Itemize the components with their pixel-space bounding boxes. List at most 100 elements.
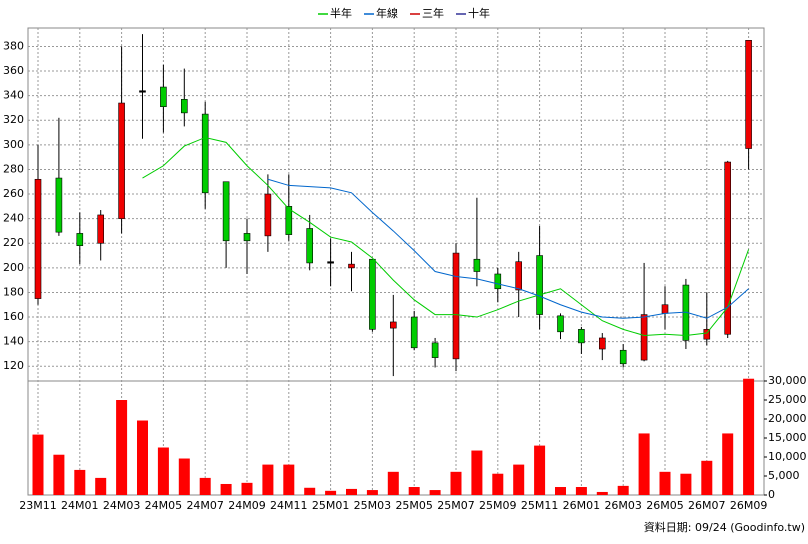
candle-body (139, 90, 146, 93)
candle-body (494, 273, 502, 290)
candle-body (724, 161, 732, 335)
volume-bar (53, 454, 65, 495)
y-tick-label: 160 (3, 310, 24, 323)
candle-body (557, 315, 564, 333)
volume-bar (617, 485, 629, 495)
legend-label: 三年 (422, 6, 444, 20)
volume-bar (32, 434, 44, 495)
volume-bar (596, 491, 608, 495)
volume-bar (408, 487, 420, 495)
candle-body (640, 314, 648, 361)
volume-tick-label: 30,000 (768, 374, 807, 387)
volume-bar (513, 464, 525, 495)
y-tick-label: 380 (3, 39, 24, 52)
y-tick-label: 320 (3, 113, 24, 126)
candle-body (76, 233, 84, 247)
candle-body (160, 86, 167, 108)
x-tick-label: 24M09 (228, 499, 266, 512)
candle-body (181, 99, 188, 114)
volume-bar (116, 400, 128, 495)
y-tick-label: 360 (3, 64, 24, 77)
candle-body (473, 258, 481, 272)
candle-body (201, 113, 209, 194)
candle-body (745, 39, 752, 149)
y-tick-label: 120 (3, 359, 24, 372)
x-tick-label: 25M01 (312, 499, 350, 512)
volume-bar (325, 490, 337, 495)
candle-body (348, 263, 355, 269)
candle-body (536, 255, 543, 315)
candle-body (389, 321, 397, 329)
volume-bar (575, 487, 587, 495)
volume-tick-label: 5,000 (768, 469, 800, 482)
candle-body (578, 329, 585, 344)
volume-bar (429, 490, 441, 495)
candle-body (264, 193, 272, 237)
volume-bar (283, 464, 295, 495)
candle-body (34, 178, 42, 299)
volume-tick-label: 25,000 (768, 393, 807, 406)
candle-body (661, 304, 669, 314)
candle-body (306, 228, 314, 264)
x-tick-label: 25M11 (521, 499, 559, 512)
candle-body (703, 329, 711, 340)
candle-body (327, 261, 334, 264)
volume-bar (220, 483, 232, 495)
y-tick-label: 280 (3, 162, 24, 175)
volume-tick-label: 10,000 (768, 450, 807, 463)
volume-bar (534, 445, 546, 495)
volume-tick-label: 15,000 (768, 431, 807, 444)
x-tick-label: 26M01 (563, 499, 601, 512)
volume-bar (74, 469, 86, 495)
x-tick-label: 26M09 (730, 499, 768, 512)
x-tick-label: 26M05 (646, 499, 684, 512)
candle-body (97, 214, 104, 244)
volume-bar (199, 477, 211, 495)
volume-bar (95, 477, 107, 495)
volume-bar (366, 490, 378, 495)
volume-tick-label: 20,000 (768, 412, 807, 425)
volume-bar (450, 471, 462, 495)
volume-bar (471, 450, 483, 495)
volume-bar (680, 473, 692, 495)
volume-bar (137, 420, 148, 495)
candle-body (452, 252, 460, 360)
x-tick-label: 25M07 (437, 499, 475, 512)
x-tick-label: 24M07 (186, 499, 224, 512)
x-tick-label: 24M05 (145, 499, 183, 512)
candle-body (410, 316, 418, 349)
volume-bar (157, 447, 169, 495)
candle-body (118, 102, 125, 219)
footer: 資料日期: 09/24 (Goodinfo.tw) (644, 520, 805, 534)
volume-bar (262, 464, 274, 495)
y-tick-label: 140 (3, 335, 24, 348)
volume-bar (743, 378, 755, 495)
x-tick-label: 24M01 (61, 499, 99, 512)
x-tick-label: 26M07 (688, 499, 726, 512)
volume-bar (178, 458, 190, 495)
y-tick-label: 300 (3, 138, 24, 151)
candle-body (598, 337, 606, 350)
y-tick-label: 180 (3, 285, 24, 298)
volume-bar (555, 487, 566, 495)
volume-bar (304, 487, 316, 495)
volume-bar (701, 460, 713, 495)
x-tick-label: 25M09 (479, 499, 517, 512)
ma-line (142, 136, 750, 336)
y-tick-label: 200 (3, 261, 24, 274)
y-tick-label: 340 (3, 89, 24, 102)
candle-body (619, 349, 627, 365)
volume-bar (638, 433, 650, 495)
ma-line (267, 178, 749, 319)
y-tick-label: 240 (3, 212, 24, 225)
x-tick-label: 24M03 (103, 499, 141, 512)
legend-label: 年線 (376, 6, 398, 20)
volume-bar (346, 488, 357, 495)
candle-body (222, 181, 230, 242)
legend-label: 十年 (468, 6, 490, 20)
volume-bar (241, 482, 253, 495)
volume-tick-label: 0 (768, 488, 775, 501)
y-tick-label: 220 (3, 236, 24, 249)
